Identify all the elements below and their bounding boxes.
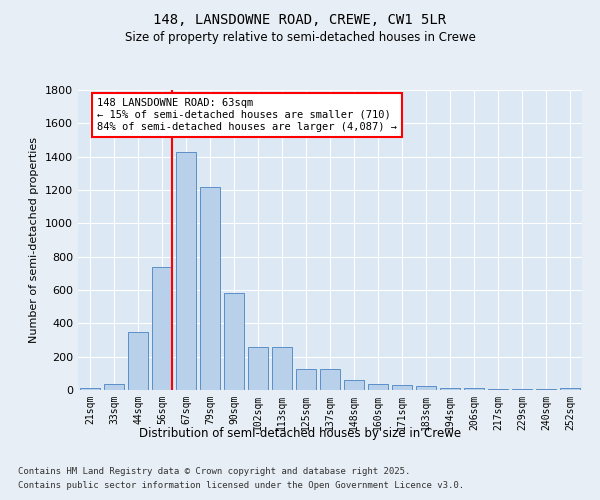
Bar <box>464 388 484 390</box>
Bar <box>296 369 316 390</box>
Bar <box>368 384 388 390</box>
Bar <box>176 152 196 390</box>
Bar <box>440 388 460 390</box>
Text: Distribution of semi-detached houses by size in Crewe: Distribution of semi-detached houses by … <box>139 428 461 440</box>
Bar <box>560 388 580 390</box>
Bar <box>152 266 172 390</box>
Bar <box>128 332 148 390</box>
Text: 148 LANSDOWNE ROAD: 63sqm
← 15% of semi-detached houses are smaller (710)
84% of: 148 LANSDOWNE ROAD: 63sqm ← 15% of semi-… <box>97 98 397 132</box>
Bar <box>200 186 220 390</box>
Bar <box>416 386 436 390</box>
Bar <box>536 389 556 390</box>
Bar <box>80 388 100 390</box>
Bar <box>488 389 508 390</box>
Bar <box>272 347 292 390</box>
Bar <box>104 384 124 390</box>
Text: Size of property relative to semi-detached houses in Crewe: Size of property relative to semi-detach… <box>125 31 475 44</box>
Text: 148, LANSDOWNE ROAD, CREWE, CW1 5LR: 148, LANSDOWNE ROAD, CREWE, CW1 5LR <box>154 12 446 26</box>
Bar <box>320 369 340 390</box>
Y-axis label: Number of semi-detached properties: Number of semi-detached properties <box>29 137 40 343</box>
Bar <box>512 389 532 390</box>
Bar <box>224 294 244 390</box>
Bar <box>392 385 412 390</box>
Bar <box>248 347 268 390</box>
Text: Contains HM Land Registry data © Crown copyright and database right 2025.: Contains HM Land Registry data © Crown c… <box>18 468 410 476</box>
Text: Contains public sector information licensed under the Open Government Licence v3: Contains public sector information licen… <box>18 481 464 490</box>
Bar <box>344 380 364 390</box>
